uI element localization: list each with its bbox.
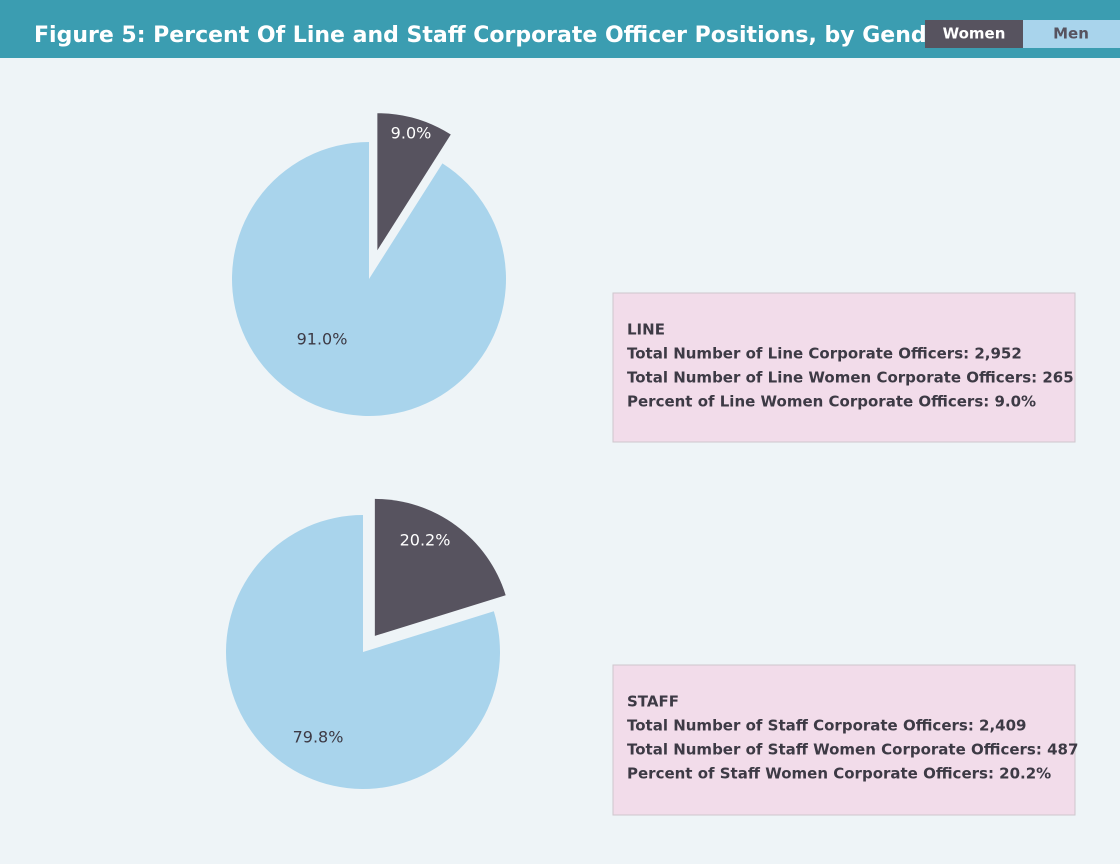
info-box (612, 292, 1076, 443)
info-line: LINE (627, 321, 665, 339)
info-line: Total Number of Staff Corporate Officers… (627, 717, 1027, 735)
info-line: Percent of Line Women Corporate Officers… (627, 393, 1036, 411)
pie-slice (226, 515, 501, 790)
info-line: Total Number of Line Women Corporate Off… (627, 369, 1074, 387)
chart-title: Figure 5: Percent Of Line and Staff Corp… (34, 23, 953, 48)
legend-label: Men (1053, 25, 1089, 43)
pie-slice (377, 113, 451, 251)
info-box (612, 664, 1076, 816)
info-line: Total Number of Staff Women Corporate Of… (627, 741, 1078, 759)
pie-slice (374, 498, 506, 636)
slice-label: 79.8% (293, 728, 344, 747)
legend-swatch-women (925, 20, 1023, 48)
slice-label: 91.0% (297, 330, 348, 349)
info-line: Total Number of Line Corporate Officers:… (627, 345, 1022, 363)
pie-slice (231, 142, 506, 417)
slice-label: 9.0% (391, 124, 432, 143)
legend-label: Women (943, 25, 1006, 43)
slice-label: 20.2% (400, 531, 451, 550)
legend-swatch-men (1023, 20, 1120, 48)
info-line: STAFF (627, 693, 679, 711)
info-line: Percent of Staff Women Corporate Officer… (627, 765, 1051, 783)
